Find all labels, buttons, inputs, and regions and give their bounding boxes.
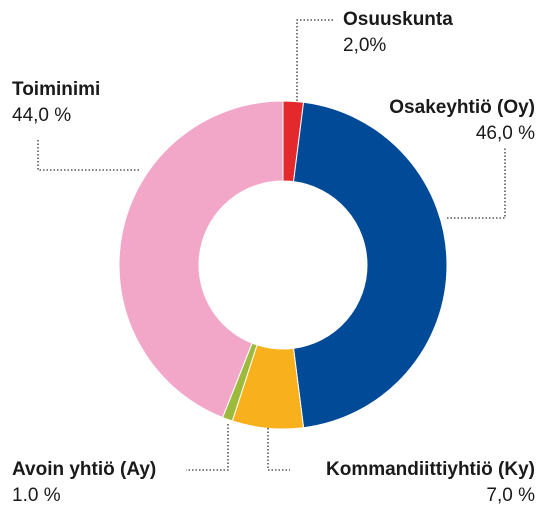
leader-line: [296, 19, 335, 101]
category-label: Avoin yhtiö (Ay): [12, 459, 156, 480]
category-label: Osakeyhtiö (Oy): [389, 97, 535, 118]
value-label: 46,0 %: [476, 123, 535, 144]
leader-line: [37, 140, 140, 171]
value-label: 7,0 %: [486, 485, 535, 506]
category-label: Kommandiittiyhtiö (Ky): [326, 459, 535, 480]
value-label: 2,0%: [343, 35, 386, 56]
category-label: Osuuskunta: [343, 9, 453, 30]
leader-line: [186, 424, 229, 471]
value-label: 44,0 %: [12, 105, 71, 126]
donut-slice: [118, 100, 284, 419]
leader-line: [447, 148, 506, 219]
donut-slice: [292, 101, 448, 429]
leader-line: [267, 428, 290, 471]
category-label: Toiminimi: [12, 79, 100, 100]
value-label: 1.0 %: [12, 485, 61, 506]
